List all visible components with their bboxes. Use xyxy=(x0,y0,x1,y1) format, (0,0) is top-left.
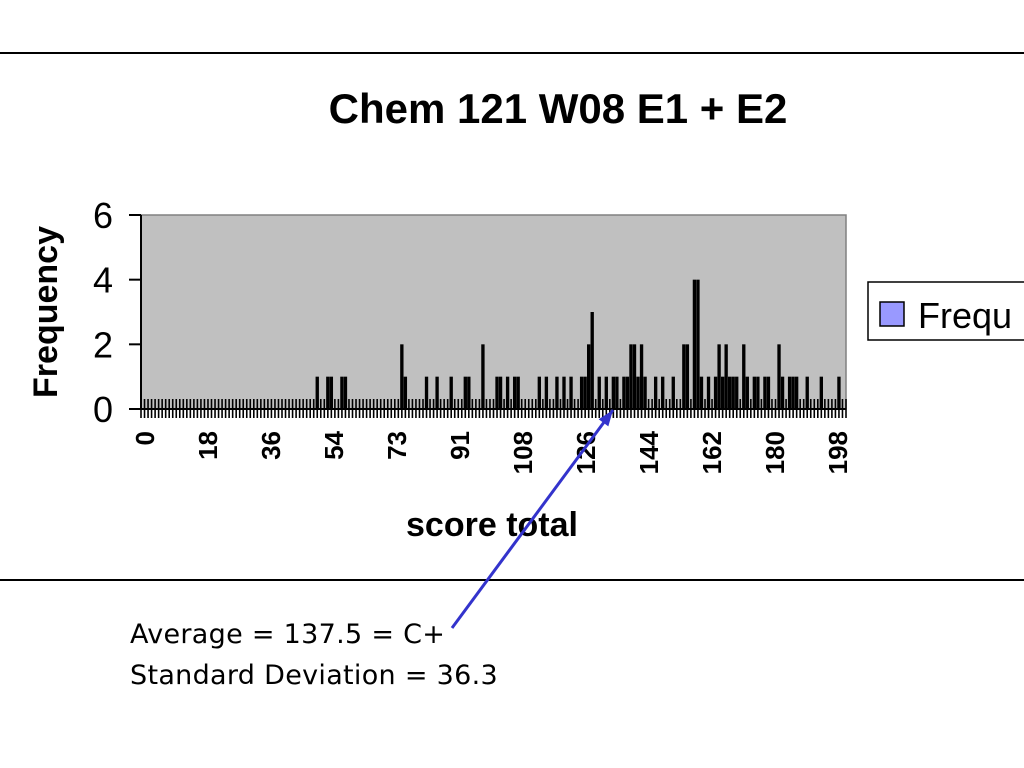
x-tick-label: 198 xyxy=(823,431,853,474)
bar xyxy=(685,344,690,409)
bar xyxy=(643,376,647,409)
bar xyxy=(735,376,739,409)
bar xyxy=(639,344,644,409)
bar xyxy=(597,376,601,409)
bar xyxy=(400,344,404,409)
bar xyxy=(611,376,616,409)
bar xyxy=(819,376,823,409)
bar xyxy=(481,344,485,409)
legend: Frequ xyxy=(867,281,1024,341)
y-tick-labels: 0 2 4 6 xyxy=(93,195,141,430)
bar xyxy=(512,376,517,409)
bar xyxy=(625,376,630,409)
x-tick-label: 108 xyxy=(508,431,538,474)
bar xyxy=(692,279,697,409)
bar xyxy=(787,376,792,409)
bar xyxy=(537,376,541,409)
x-tick-label: 144 xyxy=(634,430,664,474)
bars xyxy=(315,279,841,409)
x-tick-label: 0 xyxy=(130,431,160,445)
bar xyxy=(569,376,573,409)
bar xyxy=(629,344,633,409)
x-tick-label: 180 xyxy=(760,431,790,474)
bar xyxy=(424,376,429,409)
bar xyxy=(706,376,711,409)
bar xyxy=(495,376,499,409)
bar xyxy=(544,376,549,409)
bar xyxy=(699,376,704,409)
bar xyxy=(555,376,559,409)
bar xyxy=(766,376,771,409)
bar xyxy=(587,344,591,409)
bar xyxy=(615,376,619,409)
chart-title: Chem 121 W08 E1 + E2 xyxy=(329,85,788,132)
y-tick-label: 4 xyxy=(93,260,113,301)
bar xyxy=(343,376,348,409)
x-tick-labels: 0 18 36 54 73 91 108 126 144 162 180 198 xyxy=(130,430,853,474)
x-tick-label: 54 xyxy=(319,430,349,459)
y-tick-label: 6 xyxy=(93,195,113,236)
bar xyxy=(742,344,746,409)
x-tick-label: 162 xyxy=(697,431,727,474)
bar xyxy=(661,376,665,409)
x-tick-label: 18 xyxy=(193,431,223,460)
bar xyxy=(590,312,594,409)
bar xyxy=(837,376,841,409)
x-tick-label: 73 xyxy=(382,431,412,460)
x-axis-label: score total xyxy=(406,506,578,544)
bar xyxy=(498,376,503,409)
bar xyxy=(315,376,319,409)
bar xyxy=(562,376,566,409)
bar xyxy=(682,344,686,409)
bar xyxy=(794,376,799,409)
bar xyxy=(632,344,637,409)
bar xyxy=(516,376,520,409)
bar xyxy=(728,376,732,409)
y-tick-label: 2 xyxy=(93,324,113,365)
bar xyxy=(403,376,408,409)
bar xyxy=(329,376,334,409)
stddev-note: Standard Deviation = 36.3 xyxy=(130,660,498,691)
bar xyxy=(745,376,749,409)
bar xyxy=(435,376,439,409)
y-tick-label: 0 xyxy=(93,389,113,430)
average-note: Average = 137.5 = C+ xyxy=(130,619,446,650)
bar xyxy=(696,279,700,409)
bar xyxy=(579,376,584,409)
legend-label: Frequ xyxy=(918,295,1012,336)
x-tick-label: 91 xyxy=(445,431,475,460)
average-arrow xyxy=(450,409,615,629)
bar xyxy=(467,376,471,409)
bar xyxy=(805,376,809,409)
bar xyxy=(777,344,781,409)
bar xyxy=(724,344,728,409)
legend-swatch xyxy=(879,301,905,327)
bar xyxy=(717,344,721,409)
bar xyxy=(653,376,658,409)
bar xyxy=(463,376,467,409)
x-tick-label: 36 xyxy=(256,431,286,460)
bar xyxy=(756,376,760,409)
bar xyxy=(505,376,510,409)
bar xyxy=(449,376,453,409)
y-axis-label: Frequency xyxy=(27,226,65,398)
bar xyxy=(791,376,795,409)
bar xyxy=(326,376,330,409)
bar xyxy=(720,376,725,409)
bar xyxy=(636,376,640,409)
bar xyxy=(604,376,608,409)
plot-area xyxy=(140,214,847,410)
bar xyxy=(763,376,767,409)
bar xyxy=(780,376,785,409)
bar xyxy=(713,376,718,409)
bar xyxy=(671,376,675,409)
x-tick-label: 126 xyxy=(571,431,601,474)
bar xyxy=(731,376,735,409)
bar xyxy=(340,376,344,409)
bar xyxy=(622,376,626,409)
average-arrowhead xyxy=(598,410,613,427)
bar xyxy=(583,376,587,409)
bar xyxy=(752,376,757,409)
